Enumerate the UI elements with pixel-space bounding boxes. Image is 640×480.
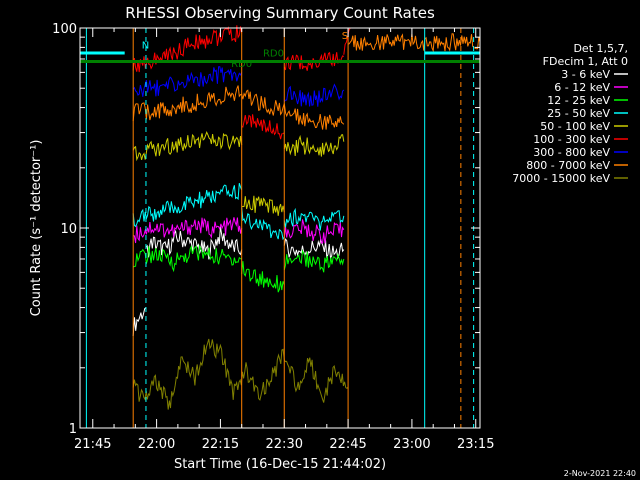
series-line-4-2 [283,134,345,157]
x-tick-label-2: 22:15 [202,437,239,452]
series-line-5-3 [343,27,351,55]
y-tick-label-0: 1 [69,422,77,437]
legend-title-0: Det 1,5,7, [573,42,628,55]
series-line-0-0 [132,307,147,337]
legend-label-6: 300 - 800 keV [533,146,610,159]
legend-label-8: 7000 - 15000 keV [512,172,610,185]
y-axis: 1 10 100 [52,22,480,437]
series-line-3-1 [241,207,285,241]
series-line-3-2 [283,207,345,231]
footer-timestamp: 2-Nov-2021 22:40 [564,469,636,478]
series-line-3-0 [132,183,243,228]
series-line-2-1 [241,261,285,293]
series-line-1-1 [283,219,345,244]
legend-label-0: 3 - 6 keV [561,68,610,81]
annotation-1: RD0 [263,49,284,60]
series-line-5-1 [241,114,285,140]
x-tick-label-0: 21:45 [74,437,111,452]
series-line-6-1 [283,83,345,107]
series-line-7-1 [347,33,481,53]
legend-label-2: 12 - 25 keV [547,94,610,107]
series-line-7-0 [132,85,345,130]
series-line-0-2 [283,237,345,260]
series-traces [132,25,481,410]
chart-title: RHESSI Observing Summary Count Rates [125,4,435,22]
series-line-8-0 [132,338,349,410]
series-line-4-0 [132,130,243,162]
y-tick-label-2: 100 [52,22,77,37]
series-line-6-0 [132,66,243,97]
x-tick-label-6: 23:15 [457,437,494,452]
series-line-2-0 [132,244,242,273]
series-line-4-1 [241,195,285,216]
x-tick-label-1: 22:00 [138,437,175,452]
x-tick-label-4: 22:45 [329,437,366,452]
legend-label-1: 6 - 12 keV [554,81,610,94]
y-tick-label-1: 10 [60,222,77,237]
x-axis: 21:45 22:00 22:15 22:30 22:45 23:00 23:15 [74,28,494,452]
x-tick-label-3: 22:30 [266,437,303,452]
x-axis-label: Start Time (16-Dec-15 21:44:02) [174,457,386,472]
annotation-0: N [142,40,149,51]
series-line-5-0 [132,25,243,73]
legend-label-3: 25 - 50 keV [547,107,610,120]
annotation-2: RD0 [231,59,252,70]
series-line-1-0 [133,217,243,244]
x-tick-label-5: 23:00 [393,437,430,452]
legend-label-5: 100 - 300 keV [533,133,610,146]
series-line-0-1 [145,226,243,260]
series-line-2-2 [283,249,345,273]
annotation-3: S [342,31,348,42]
legend-label-4: 50 - 100 keV [540,120,610,133]
y-axis-label: Count Rate (s⁻¹ detector⁻¹) [29,140,44,317]
legend-title-1: FDecim 1, Att 0 [543,55,628,68]
legend-label-7: 800 - 7000 keV [526,159,610,172]
